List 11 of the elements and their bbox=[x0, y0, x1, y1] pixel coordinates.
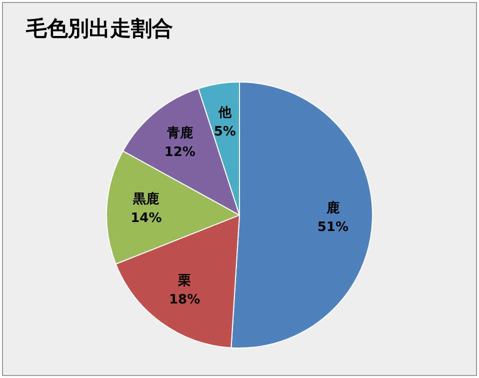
chart-title: 毛色別出走割合 bbox=[25, 16, 173, 40]
data-label: 51% bbox=[317, 220, 349, 235]
data-label: 14% bbox=[130, 211, 162, 226]
slice-label: 鹿 bbox=[325, 200, 340, 216]
data-label: 5% bbox=[214, 124, 236, 140]
data-label: 18% bbox=[168, 292, 200, 308]
slice-label: 他 bbox=[217, 106, 232, 121]
data-label: 12% bbox=[164, 144, 196, 160]
slice-label: 黒鹿 bbox=[132, 191, 160, 208]
slice-label: 青鹿 bbox=[166, 124, 193, 141]
slice-label: 栗 bbox=[177, 274, 192, 289]
